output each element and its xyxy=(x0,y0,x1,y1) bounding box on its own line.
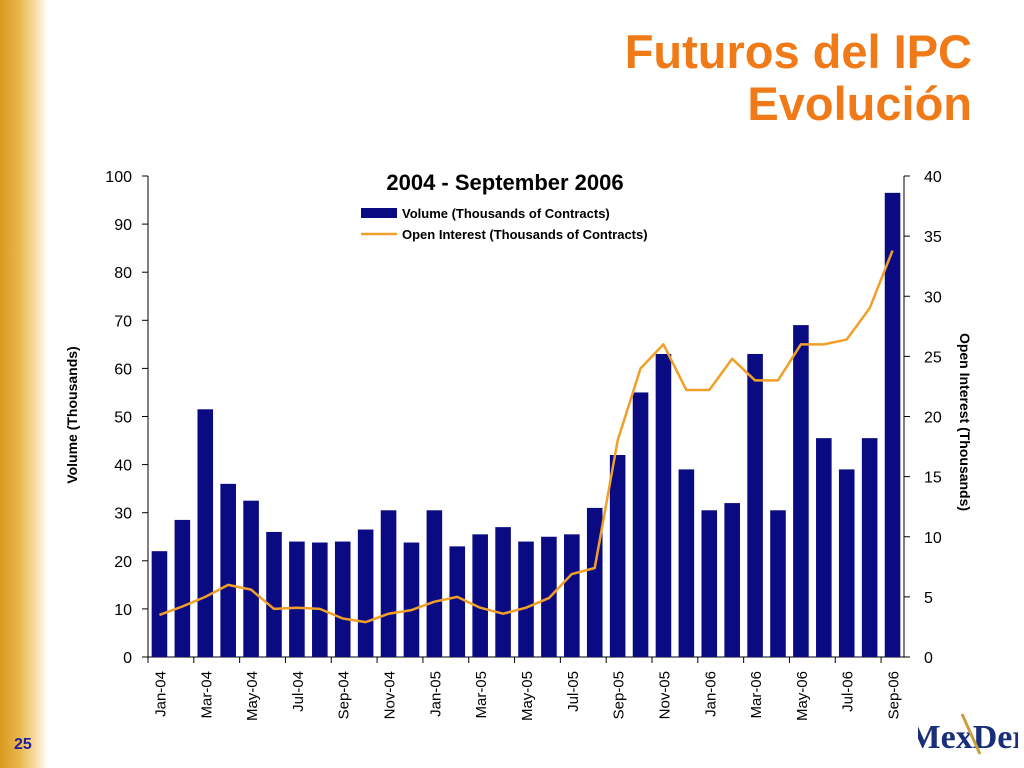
x-tick-label: Jul-05 xyxy=(565,671,582,712)
volume-bar xyxy=(632,392,649,657)
title-line-1: Futuros del IPC xyxy=(624,25,972,78)
y2-tick-label: 5 xyxy=(924,590,933,607)
x-tick-label: Nov-04 xyxy=(382,671,399,719)
volume-bar xyxy=(380,510,397,657)
y-tick-label: 80 xyxy=(114,265,132,282)
volume-bar xyxy=(678,469,695,657)
volume-bar xyxy=(518,541,534,657)
x-tick-label: Sep-05 xyxy=(611,671,628,719)
volume-bar xyxy=(312,542,328,657)
legend-open-interest-label: Open Interest (Thousands of Contracts) xyxy=(402,227,648,242)
x-tick-label: Jul-06 xyxy=(840,671,857,712)
volume-bar xyxy=(884,192,901,657)
volume-bar xyxy=(816,438,832,657)
y-tick-label: 60 xyxy=(114,361,132,378)
y-tick-label: 10 xyxy=(114,602,132,619)
y-tick-label: 50 xyxy=(114,410,132,427)
right-tick-labels: 0 5 10 15 20 25 30 35 40 xyxy=(924,169,942,667)
volume-bar xyxy=(655,353,672,657)
y2-tick-label: 0 xyxy=(924,650,933,667)
y2-tick-label: 30 xyxy=(924,289,942,306)
y2-axis-title: Open Interest (Thousands) xyxy=(957,333,973,511)
volume-bar xyxy=(701,510,718,657)
x-tick-label: Mar-06 xyxy=(748,671,765,719)
y2-tick-label: 40 xyxy=(924,169,942,186)
volume-bar xyxy=(266,531,282,657)
y2-tick-label: 35 xyxy=(924,229,942,246)
volume-bar xyxy=(793,325,809,657)
volume-bar xyxy=(289,541,305,657)
y-tick-label: 100 xyxy=(105,169,132,186)
volume-bar xyxy=(197,409,214,657)
volume-bar xyxy=(174,519,191,657)
volume-bar xyxy=(861,438,878,657)
volume-bar xyxy=(220,483,236,657)
x-tick-label: May-06 xyxy=(794,671,811,721)
y-tick-label: 90 xyxy=(114,217,132,234)
x-tick-label: May-04 xyxy=(244,671,261,721)
title-line-2: Evolución xyxy=(747,77,972,130)
x-tick-label: Mar-04 xyxy=(198,671,215,719)
y2-tick-label: 20 xyxy=(924,410,942,427)
volume-bar xyxy=(151,551,168,657)
x-tick-label: May-05 xyxy=(519,671,536,721)
x-tick-label: Sep-06 xyxy=(886,671,903,719)
volume-bar xyxy=(586,507,603,657)
volume-bar xyxy=(472,534,488,657)
volume-bar xyxy=(426,510,443,657)
mexder-logo: MexDer xyxy=(918,713,1018,756)
y-tick-label: 30 xyxy=(114,506,132,523)
x-tick-label: Jan-04 xyxy=(152,671,169,717)
volume-bar xyxy=(495,527,511,657)
x-tick-label: Mar-05 xyxy=(473,671,490,719)
left-tick-labels: 0 10 20 30 40 50 60 70 80 90 100 xyxy=(105,169,132,667)
volume-bar xyxy=(564,534,580,657)
chart-title: 2004 - September 2006 xyxy=(386,170,623,195)
slide-title: Futuros del IPC Evolución xyxy=(625,26,972,130)
y2-tick-label: 25 xyxy=(924,349,942,366)
volume-bars xyxy=(151,192,901,657)
legend: Volume (Thousands of Contracts) Open Int… xyxy=(361,206,648,242)
y2-tick-label: 15 xyxy=(924,470,942,487)
x-tick-label: Jan-05 xyxy=(427,671,444,717)
side-decoration-bar xyxy=(0,0,48,768)
volume-bar xyxy=(838,469,855,657)
y-axis-title: Volume (Thousands) xyxy=(64,346,80,483)
x-tick-label: Jul-04 xyxy=(290,671,307,712)
page-number: 25 xyxy=(14,736,32,753)
x-tick-label: Jan-06 xyxy=(702,671,719,717)
volume-bar xyxy=(334,541,351,657)
volume-bar xyxy=(747,353,763,657)
x-tick-label: Sep-04 xyxy=(336,671,353,719)
y2-tick-label: 10 xyxy=(924,530,942,547)
volume-bar xyxy=(449,546,466,657)
y-tick-label: 20 xyxy=(114,554,132,571)
volume-bar xyxy=(609,454,626,657)
volume-bar xyxy=(357,529,374,657)
y-tick-label: 0 xyxy=(123,650,132,667)
legend-volume-label: Volume (Thousands of Contracts) xyxy=(402,206,610,221)
legend-volume-swatch xyxy=(361,208,397,218)
x-tick-label: Nov-05 xyxy=(656,671,673,719)
y-tick-label: 70 xyxy=(114,313,132,330)
x-tick-labels: Jan-04 Mar-04 May-04 Jul-04 Sep-04 Nov-04 Jan-… xyxy=(152,671,902,721)
volume-bar xyxy=(243,500,259,657)
volume-bar xyxy=(770,510,786,657)
open-interest-line xyxy=(159,250,894,624)
volume-bar xyxy=(724,503,740,657)
volume-bar xyxy=(403,542,420,657)
y-tick-label: 40 xyxy=(114,458,132,475)
